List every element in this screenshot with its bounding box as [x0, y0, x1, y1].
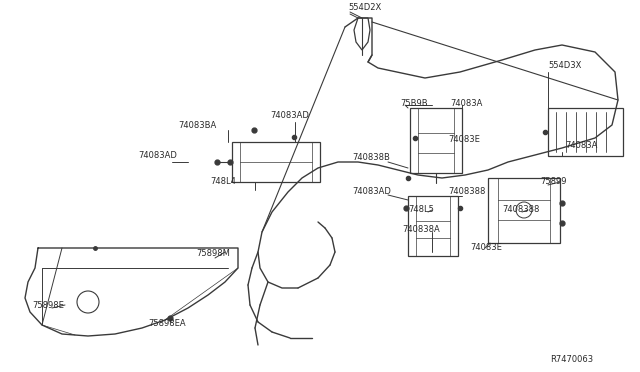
- Text: 74083AD: 74083AD: [270, 112, 309, 121]
- Text: R7470063: R7470063: [550, 356, 593, 365]
- Text: 554D3X: 554D3X: [548, 61, 581, 71]
- Text: 740838A: 740838A: [402, 225, 440, 234]
- Text: 740838B: 740838B: [352, 154, 390, 163]
- Text: 7408388: 7408388: [502, 205, 540, 215]
- Text: 75898EA: 75898EA: [148, 320, 186, 328]
- Text: 74083BA: 74083BA: [178, 122, 216, 131]
- Text: 75898E: 75898E: [32, 301, 64, 311]
- Bar: [232, 142, 320, 182]
- Bar: [548, 108, 623, 156]
- Text: 554D2X: 554D2X: [348, 3, 381, 13]
- Text: 74083E: 74083E: [470, 244, 502, 253]
- Text: 75B9B: 75B9B: [400, 99, 428, 108]
- Text: 75898M: 75898M: [196, 248, 230, 257]
- Text: 748L5: 748L5: [408, 205, 434, 215]
- Text: 748L4: 748L4: [210, 177, 236, 186]
- Text: 74083AD: 74083AD: [138, 151, 177, 160]
- Bar: [410, 108, 462, 173]
- Text: 7408388: 7408388: [448, 187, 485, 196]
- Text: 74083A: 74083A: [450, 99, 483, 108]
- Text: 74083A: 74083A: [565, 141, 597, 151]
- Text: 74083E: 74083E: [448, 135, 480, 144]
- Bar: [488, 178, 560, 243]
- Bar: [408, 196, 458, 256]
- Text: 74083AD: 74083AD: [352, 187, 391, 196]
- Text: 75899: 75899: [540, 177, 566, 186]
